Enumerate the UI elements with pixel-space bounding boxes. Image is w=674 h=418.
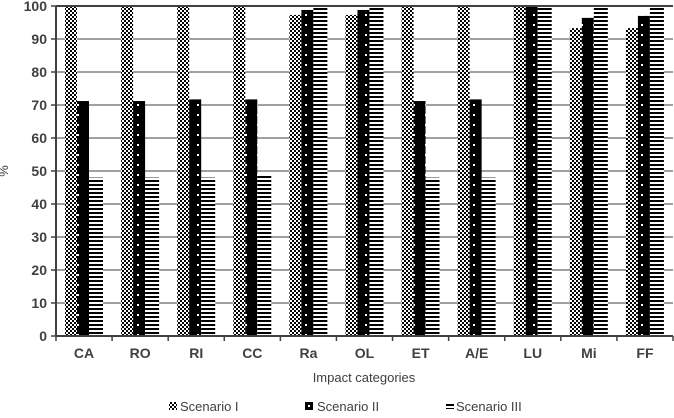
bar-3 [481, 177, 496, 336]
bar-group-ff [625, 6, 664, 337]
x-category-label: FF [636, 345, 654, 361]
x-category-label: ET [412, 345, 430, 361]
x-axis-title: Impact categories [313, 370, 416, 385]
striped-swatch-icon [446, 403, 454, 409]
bar-3 [425, 177, 440, 336]
bar-1 [289, 14, 302, 336]
bar-group-et [401, 6, 440, 336]
y-tick-label: 70 [31, 97, 47, 113]
x-category-label: CA [74, 345, 94, 361]
bar-2 [77, 101, 89, 336]
bar-1 [233, 6, 246, 336]
y-axis-tick-labels: 0 10 20 30 40 50 60 70 80 90 100 [24, 0, 48, 344]
bar-3 [257, 174, 272, 336]
bar-group-cc [233, 6, 272, 336]
bar-3 [649, 6, 664, 336]
legend: Scenario I Scenario II Scenario III [169, 399, 522, 414]
bar-group-ae [457, 6, 496, 336]
legend-label: Scenario III [456, 399, 522, 414]
x-category-label: OL [355, 345, 375, 361]
bar-2 [357, 9, 370, 337]
x-axis-category-labels: CA RO RI CC Ra OL ET A/E LU Mi FF [74, 345, 654, 361]
bar-3 [201, 177, 216, 336]
y-tick-label: 60 [31, 130, 47, 146]
bar-2 [469, 99, 482, 336]
bar-2 [245, 99, 258, 336]
legend-label: Scenario II [317, 399, 379, 414]
y-axis-title: % [0, 165, 11, 177]
bar-1 [513, 6, 526, 336]
x-category-label: A/E [465, 345, 488, 361]
y-tick-label: 100 [24, 0, 48, 14]
x-category-label: Ra [299, 345, 317, 361]
bar-1 [569, 28, 582, 337]
bar-1 [177, 6, 190, 336]
bar-3 [145, 177, 160, 336]
bar-3 [369, 6, 384, 336]
bar-2 [133, 101, 146, 336]
bar-2 [413, 101, 426, 336]
bar-2 [301, 9, 314, 337]
bar-1 [457, 6, 470, 336]
checker-swatch-icon [169, 402, 177, 410]
bar-1 [625, 28, 638, 337]
bar-1 [345, 14, 358, 336]
bar-2 [581, 17, 594, 336]
bar-3 [537, 6, 552, 336]
y-tick-label: 10 [31, 295, 47, 311]
bar-2 [189, 99, 202, 336]
y-tick-label: 40 [31, 196, 47, 212]
y-tick-label: 0 [39, 328, 47, 344]
x-category-label: CC [242, 345, 262, 361]
x-category-label: Mi [581, 345, 597, 361]
bar-3 [89, 177, 103, 336]
bar-group-ro [121, 6, 160, 336]
x-category-label: RO [130, 345, 151, 361]
bar-group-mi [569, 6, 608, 337]
bar-2 [637, 15, 650, 337]
bar-group-ol [345, 6, 384, 337]
bar-1 [65, 6, 77, 336]
bar-groups [65, 6, 664, 337]
legend-label: Scenario I [180, 399, 239, 414]
bar-group-lu [513, 6, 552, 336]
y-tick-label: 20 [31, 262, 47, 278]
bar-1 [401, 6, 414, 336]
x-category-label: LU [523, 345, 542, 361]
bar-3 [313, 6, 328, 336]
legend-item-scenario-3: Scenario III [446, 399, 522, 414]
bar-2 [525, 6, 538, 336]
y-tick-label: 90 [31, 31, 47, 47]
legend-item-scenario-1: Scenario I [169, 399, 239, 414]
bar-3 [593, 6, 608, 336]
legend-item-scenario-2: Scenario II [305, 399, 379, 414]
y-tick-label: 30 [31, 229, 47, 245]
bar-group-ca [65, 6, 103, 336]
bar-group-ri [177, 6, 216, 336]
y-tick-label: 50 [31, 163, 47, 179]
x-category-label: RI [189, 345, 203, 361]
axes [51, 5, 674, 341]
swatch-dot [308, 405, 310, 407]
bar-group-ra [289, 6, 328, 337]
bar-1 [121, 6, 134, 336]
y-tick-label: 80 [31, 64, 47, 80]
